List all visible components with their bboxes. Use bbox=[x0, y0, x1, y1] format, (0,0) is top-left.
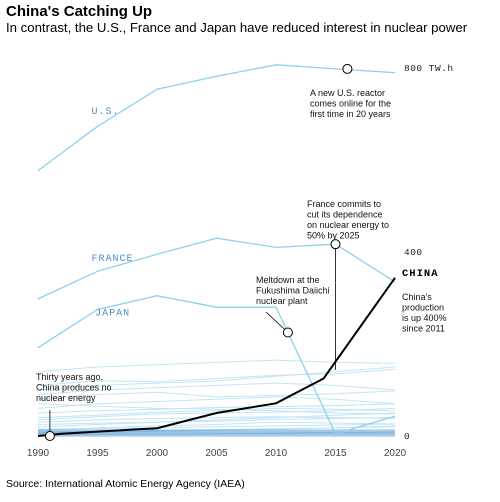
annotation-marker bbox=[342, 63, 353, 74]
background-country-line bbox=[37, 407, 396, 419]
annotation-marker bbox=[330, 239, 341, 250]
x-tick-label: 2015 bbox=[324, 448, 347, 459]
series-line-china bbox=[37, 277, 396, 437]
background-country-line bbox=[37, 368, 396, 386]
background-country-line bbox=[37, 421, 396, 431]
x-tick-label: 2010 bbox=[265, 448, 288, 459]
x-tick-label: 1995 bbox=[86, 448, 109, 459]
background-country-line bbox=[37, 390, 396, 400]
x-tick-label: 2020 bbox=[384, 448, 407, 459]
annotation-text: first time in 20 years bbox=[310, 109, 391, 119]
background-country-line bbox=[37, 403, 396, 414]
y-tick-label: 800 TW.h bbox=[404, 63, 454, 74]
chart-source: Source: International Atomic Energy Agen… bbox=[6, 478, 245, 490]
background-country-line bbox=[37, 416, 396, 423]
annotation-text: comes online for the bbox=[310, 99, 391, 109]
annotation-text: Thirty years ago, bbox=[36, 372, 103, 382]
x-tick-label: 2005 bbox=[205, 448, 228, 459]
annotation-text: nuclear energy bbox=[36, 393, 96, 403]
annotation-marker bbox=[44, 431, 55, 441]
annotation-text: Meltdown at the bbox=[256, 275, 320, 285]
background-country-line bbox=[37, 359, 396, 373]
y-tick-label: 0 bbox=[404, 431, 410, 442]
series-line-france bbox=[37, 237, 396, 300]
annotation-text: on nuclear energy to bbox=[307, 220, 389, 230]
series-line-us bbox=[37, 64, 396, 172]
annotation-marker bbox=[282, 327, 293, 338]
annotation-text: A new U.S. reactor bbox=[310, 88, 385, 98]
series-label-france: FRANCE bbox=[92, 254, 134, 265]
background-country-line bbox=[37, 366, 396, 391]
series-label-japan: JAPAN bbox=[95, 308, 130, 319]
background-country-line bbox=[37, 423, 396, 430]
annotation-text: 50% by 2025 bbox=[307, 231, 360, 241]
x-tick-label: 1990 bbox=[27, 448, 50, 459]
annotation-text: China produces no bbox=[36, 383, 112, 393]
background-country-line bbox=[37, 403, 396, 415]
annotation-text: since 2011 bbox=[402, 324, 445, 334]
background-country-line bbox=[37, 396, 396, 409]
background-country-line bbox=[37, 382, 396, 396]
series-label-us: U.S. bbox=[92, 107, 120, 118]
annotation-text: cut its dependence bbox=[307, 210, 383, 220]
background-country-line bbox=[37, 412, 396, 428]
y-tick-label: 400 bbox=[404, 247, 423, 258]
chart-title: China's Catching Up bbox=[6, 3, 153, 20]
annotation-text: China's bbox=[402, 292, 432, 302]
annotation-text: France commits to bbox=[307, 199, 381, 209]
series-label-china: CHINA bbox=[402, 268, 439, 280]
chart-subtitle: In contrast, the U.S., France and Japan … bbox=[6, 20, 468, 35]
annotation-text: Fukushima Daiichi bbox=[256, 286, 330, 296]
background-country-line bbox=[37, 417, 396, 425]
annotation-text: nuclear plant bbox=[256, 296, 308, 306]
series-line-japan bbox=[37, 295, 396, 435]
x-tick-label: 2000 bbox=[146, 448, 169, 459]
annotation-text: production bbox=[402, 303, 444, 313]
annotation-text: is up 400% bbox=[402, 313, 447, 323]
